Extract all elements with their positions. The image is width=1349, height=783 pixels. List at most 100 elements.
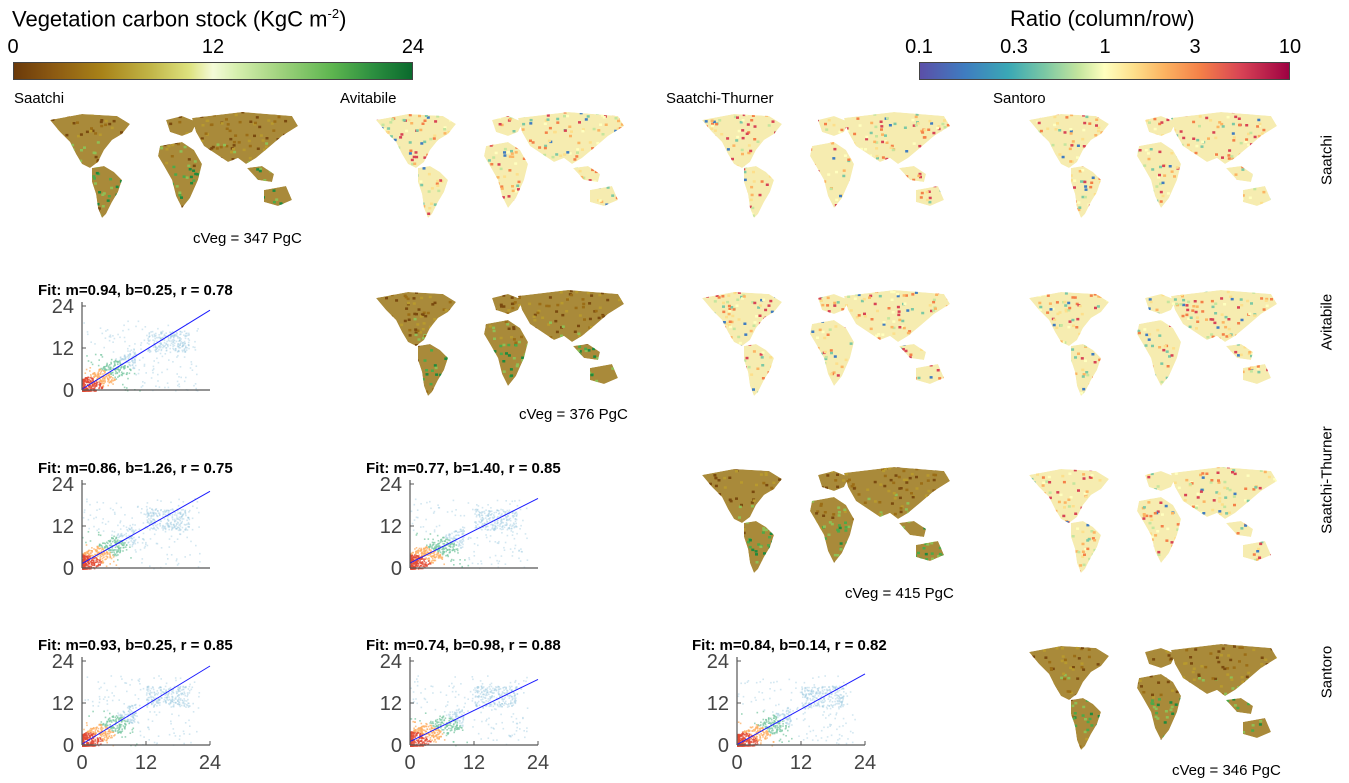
map-pixel <box>298 188 301 191</box>
map-pixel <box>887 164 891 167</box>
map-pixel <box>500 305 503 308</box>
map-pixel <box>703 198 706 202</box>
map-pixel <box>557 349 561 352</box>
map-pixel <box>93 177 96 180</box>
map-pixel <box>1120 390 1124 394</box>
map-pixel <box>1229 543 1233 546</box>
map-pixel <box>906 159 910 162</box>
map-pixel <box>1082 128 1086 132</box>
map-pixel <box>1057 711 1061 714</box>
map-pixel <box>1237 117 1241 120</box>
map-pixel <box>735 497 738 500</box>
map-pixel <box>1097 377 1101 380</box>
map-pixel <box>1220 541 1224 545</box>
map-pixel <box>852 204 856 208</box>
map-pixel <box>1226 673 1230 676</box>
map-pixel <box>300 121 303 124</box>
map-pixel <box>707 136 711 140</box>
map-pixel <box>131 167 135 170</box>
map-pixel <box>909 353 913 356</box>
map-pixel <box>1258 486 1262 490</box>
map-pixel <box>530 171 534 175</box>
map-pixel <box>936 137 940 140</box>
map-pixel <box>789 166 793 169</box>
map-pixel <box>574 184 578 188</box>
map-pixel <box>1036 473 1039 476</box>
map-pixel <box>1089 144 1093 148</box>
map-pixel <box>450 311 454 315</box>
map-pixel <box>1095 118 1099 121</box>
map-pixel <box>845 304 848 307</box>
map-pixel <box>1267 475 1271 479</box>
map-pixel <box>536 214 540 217</box>
map-pixel <box>1257 118 1261 122</box>
map-pixel <box>824 488 828 491</box>
map-pixel <box>504 220 507 223</box>
map-pixel <box>1203 199 1207 203</box>
map-pixel <box>1094 504 1098 508</box>
map-pixel <box>1223 303 1227 306</box>
map-pixel <box>878 372 882 376</box>
map-pixel <box>1191 351 1195 354</box>
map-pixel <box>484 186 488 190</box>
map-pixel <box>436 159 440 162</box>
map-pixel <box>376 321 379 324</box>
map-pixel <box>722 198 726 201</box>
landmass <box>1226 521 1253 537</box>
map-pixel <box>301 216 304 219</box>
map-pixel <box>626 141 629 144</box>
map-pixel <box>492 370 496 373</box>
map-pixel <box>946 535 950 538</box>
map-pixel <box>1227 318 1231 321</box>
map-pixel <box>797 384 801 387</box>
map-pixel <box>605 159 609 163</box>
map-pixel <box>1029 680 1031 684</box>
map-pixel <box>1125 371 1129 374</box>
map-pixel <box>1029 331 1030 334</box>
map-pixel <box>1039 543 1043 547</box>
map-pixel <box>1077 550 1081 554</box>
map-pixel <box>817 367 821 371</box>
map-pixel <box>584 198 588 201</box>
map-pixel <box>1171 393 1175 396</box>
map-pixel <box>386 363 390 366</box>
map-pixel <box>933 184 937 188</box>
map-pixel <box>866 375 870 378</box>
map-pixel <box>833 304 837 307</box>
map-pixel <box>755 561 759 564</box>
map-pixel <box>1253 515 1257 518</box>
map-pixel <box>1260 508 1264 511</box>
map-pixel <box>1252 154 1256 158</box>
map-pixel <box>45 170 48 173</box>
map-pixel <box>1175 365 1179 369</box>
map-pixel <box>1046 157 1049 160</box>
map-pixel <box>451 202 455 205</box>
map-pixel <box>720 133 724 136</box>
map-pixel <box>943 119 946 122</box>
map-pixel <box>1273 324 1277 327</box>
map-pixel <box>711 135 715 138</box>
map-pixel <box>466 112 470 114</box>
map-pixel <box>899 341 903 345</box>
map-pixel <box>1182 388 1186 392</box>
map-pixel <box>1214 547 1218 551</box>
map-pixel <box>719 368 723 371</box>
map-pixel <box>716 216 720 218</box>
map-pixel <box>810 528 813 531</box>
map-pixel <box>1114 125 1118 128</box>
landmass <box>50 114 130 168</box>
map-pixel <box>1279 301 1282 304</box>
map-pixel <box>76 176 80 179</box>
ratio-colorbar <box>919 62 1290 80</box>
map-pixel <box>712 120 716 124</box>
map-pixel <box>397 146 401 149</box>
map-pixel <box>1265 304 1269 308</box>
map-pixel <box>930 327 933 331</box>
map-pixel <box>419 128 423 132</box>
map-pixel <box>824 355 828 359</box>
map-pixel <box>556 201 560 204</box>
map-pixel <box>1048 201 1052 204</box>
map-pixel <box>912 392 916 396</box>
map-pixel <box>300 207 303 210</box>
map-pixel <box>1119 134 1122 138</box>
